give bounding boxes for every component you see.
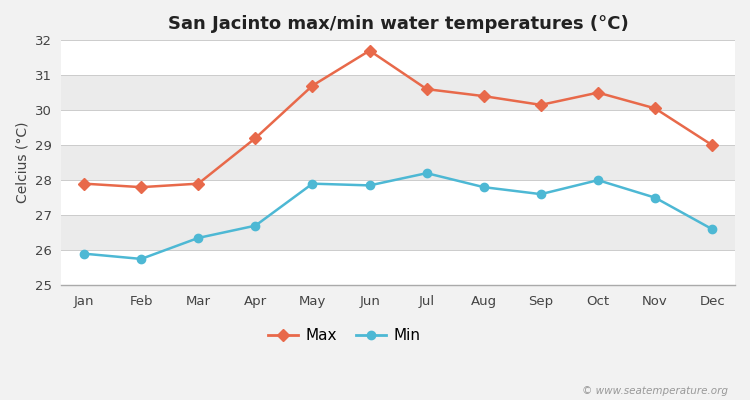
- Max: [708, 143, 717, 148]
- Min: [479, 185, 488, 190]
- Max: [422, 87, 431, 92]
- Max: [650, 106, 659, 111]
- Bar: [62, 145, 735, 180]
- Legend: Max, Min: Max, Min: [262, 322, 427, 350]
- Min: [708, 227, 717, 232]
- Bar: [62, 40, 735, 75]
- Max: [136, 185, 146, 190]
- Line: Min: Min: [80, 169, 716, 263]
- Min: [251, 223, 260, 228]
- Bar: [62, 250, 735, 285]
- Title: San Jacinto max/min water temperatures (°C): San Jacinto max/min water temperatures (…: [168, 15, 628, 33]
- Min: [80, 251, 88, 256]
- Min: [650, 195, 659, 200]
- Bar: [62, 215, 735, 250]
- Min: [422, 171, 431, 176]
- Max: [194, 181, 202, 186]
- Max: [536, 102, 545, 107]
- Min: [194, 236, 202, 240]
- Min: [136, 256, 146, 261]
- Bar: [62, 180, 735, 215]
- Min: [536, 192, 545, 196]
- Text: © www.seatemperature.org: © www.seatemperature.org: [581, 386, 728, 396]
- Max: [251, 136, 260, 140]
- Min: [365, 183, 374, 188]
- Max: [308, 83, 317, 88]
- Min: [308, 181, 317, 186]
- Bar: [62, 75, 735, 110]
- Line: Max: Max: [80, 46, 716, 191]
- Max: [365, 48, 374, 53]
- Max: [80, 181, 88, 186]
- Max: [479, 94, 488, 98]
- Bar: [62, 110, 735, 145]
- Min: [593, 178, 602, 182]
- Max: [593, 90, 602, 95]
- Y-axis label: Celcius (°C): Celcius (°C): [15, 122, 29, 203]
